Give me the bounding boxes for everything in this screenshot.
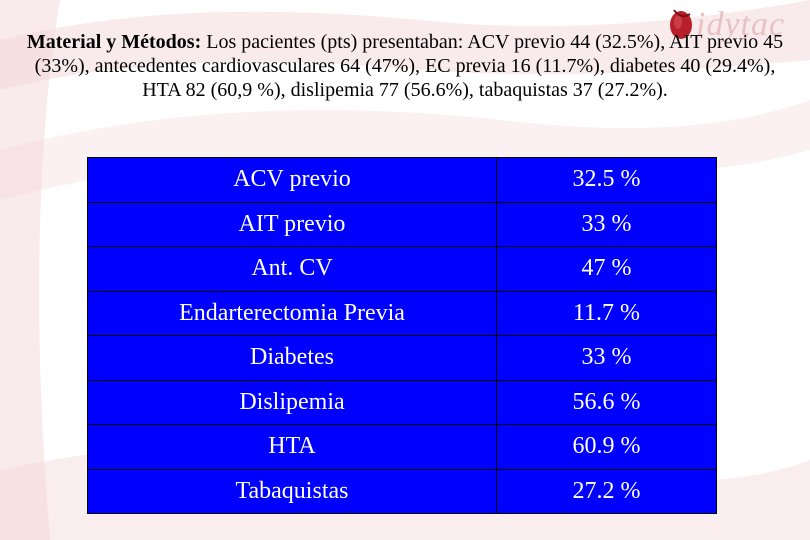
table-row: Endarterectomia Previa 11.7 %: [87, 290, 717, 336]
row-value: 27.2 %: [496, 468, 717, 514]
idytac-logo: idytac: [668, 8, 808, 58]
table-row: HTA 60.9 %: [87, 424, 717, 470]
header-paragraph: Material y Métodos: Los pacientes (pts) …: [20, 30, 790, 102]
table-row: Diabetes 33 %: [87, 335, 717, 381]
table-row: Dislipemia 56.6 %: [87, 379, 717, 425]
row-value: 56.6 %: [496, 379, 717, 425]
table-row: Ant. CV 47 %: [87, 246, 717, 292]
risk-factors-table: ACV previo 32.5 % AIT previo 33 % Ant. C…: [87, 157, 717, 514]
row-value: 32.5 %: [496, 157, 717, 203]
row-label: ACV previo: [87, 157, 497, 203]
header-body: Los pacientes (pts) presentaban: ACV pre…: [34, 31, 784, 101]
header-lead: Material y Métodos:: [26, 31, 202, 53]
table-row: AIT previo 33 %: [87, 201, 717, 247]
table-row: ACV previo 32.5 %: [87, 157, 717, 203]
heart-logo-icon: [670, 9, 692, 39]
row-value: 47 %: [496, 246, 717, 292]
row-label: Dislipemia: [87, 379, 497, 425]
row-label: HTA: [87, 424, 497, 470]
row-label: Ant. CV: [87, 246, 497, 292]
row-label: AIT previo: [87, 201, 497, 247]
row-value: 33 %: [496, 201, 717, 247]
row-value: 11.7 %: [496, 290, 717, 336]
table-row: Tabaquistas 27.2 %: [87, 468, 717, 514]
row-value: 60.9 %: [496, 424, 717, 470]
row-value: 33 %: [496, 335, 717, 381]
logo-text: idytac: [696, 6, 786, 43]
row-label: Diabetes: [87, 335, 497, 381]
row-label: Endarterectomia Previa: [87, 290, 497, 336]
row-label: Tabaquistas: [87, 468, 497, 514]
